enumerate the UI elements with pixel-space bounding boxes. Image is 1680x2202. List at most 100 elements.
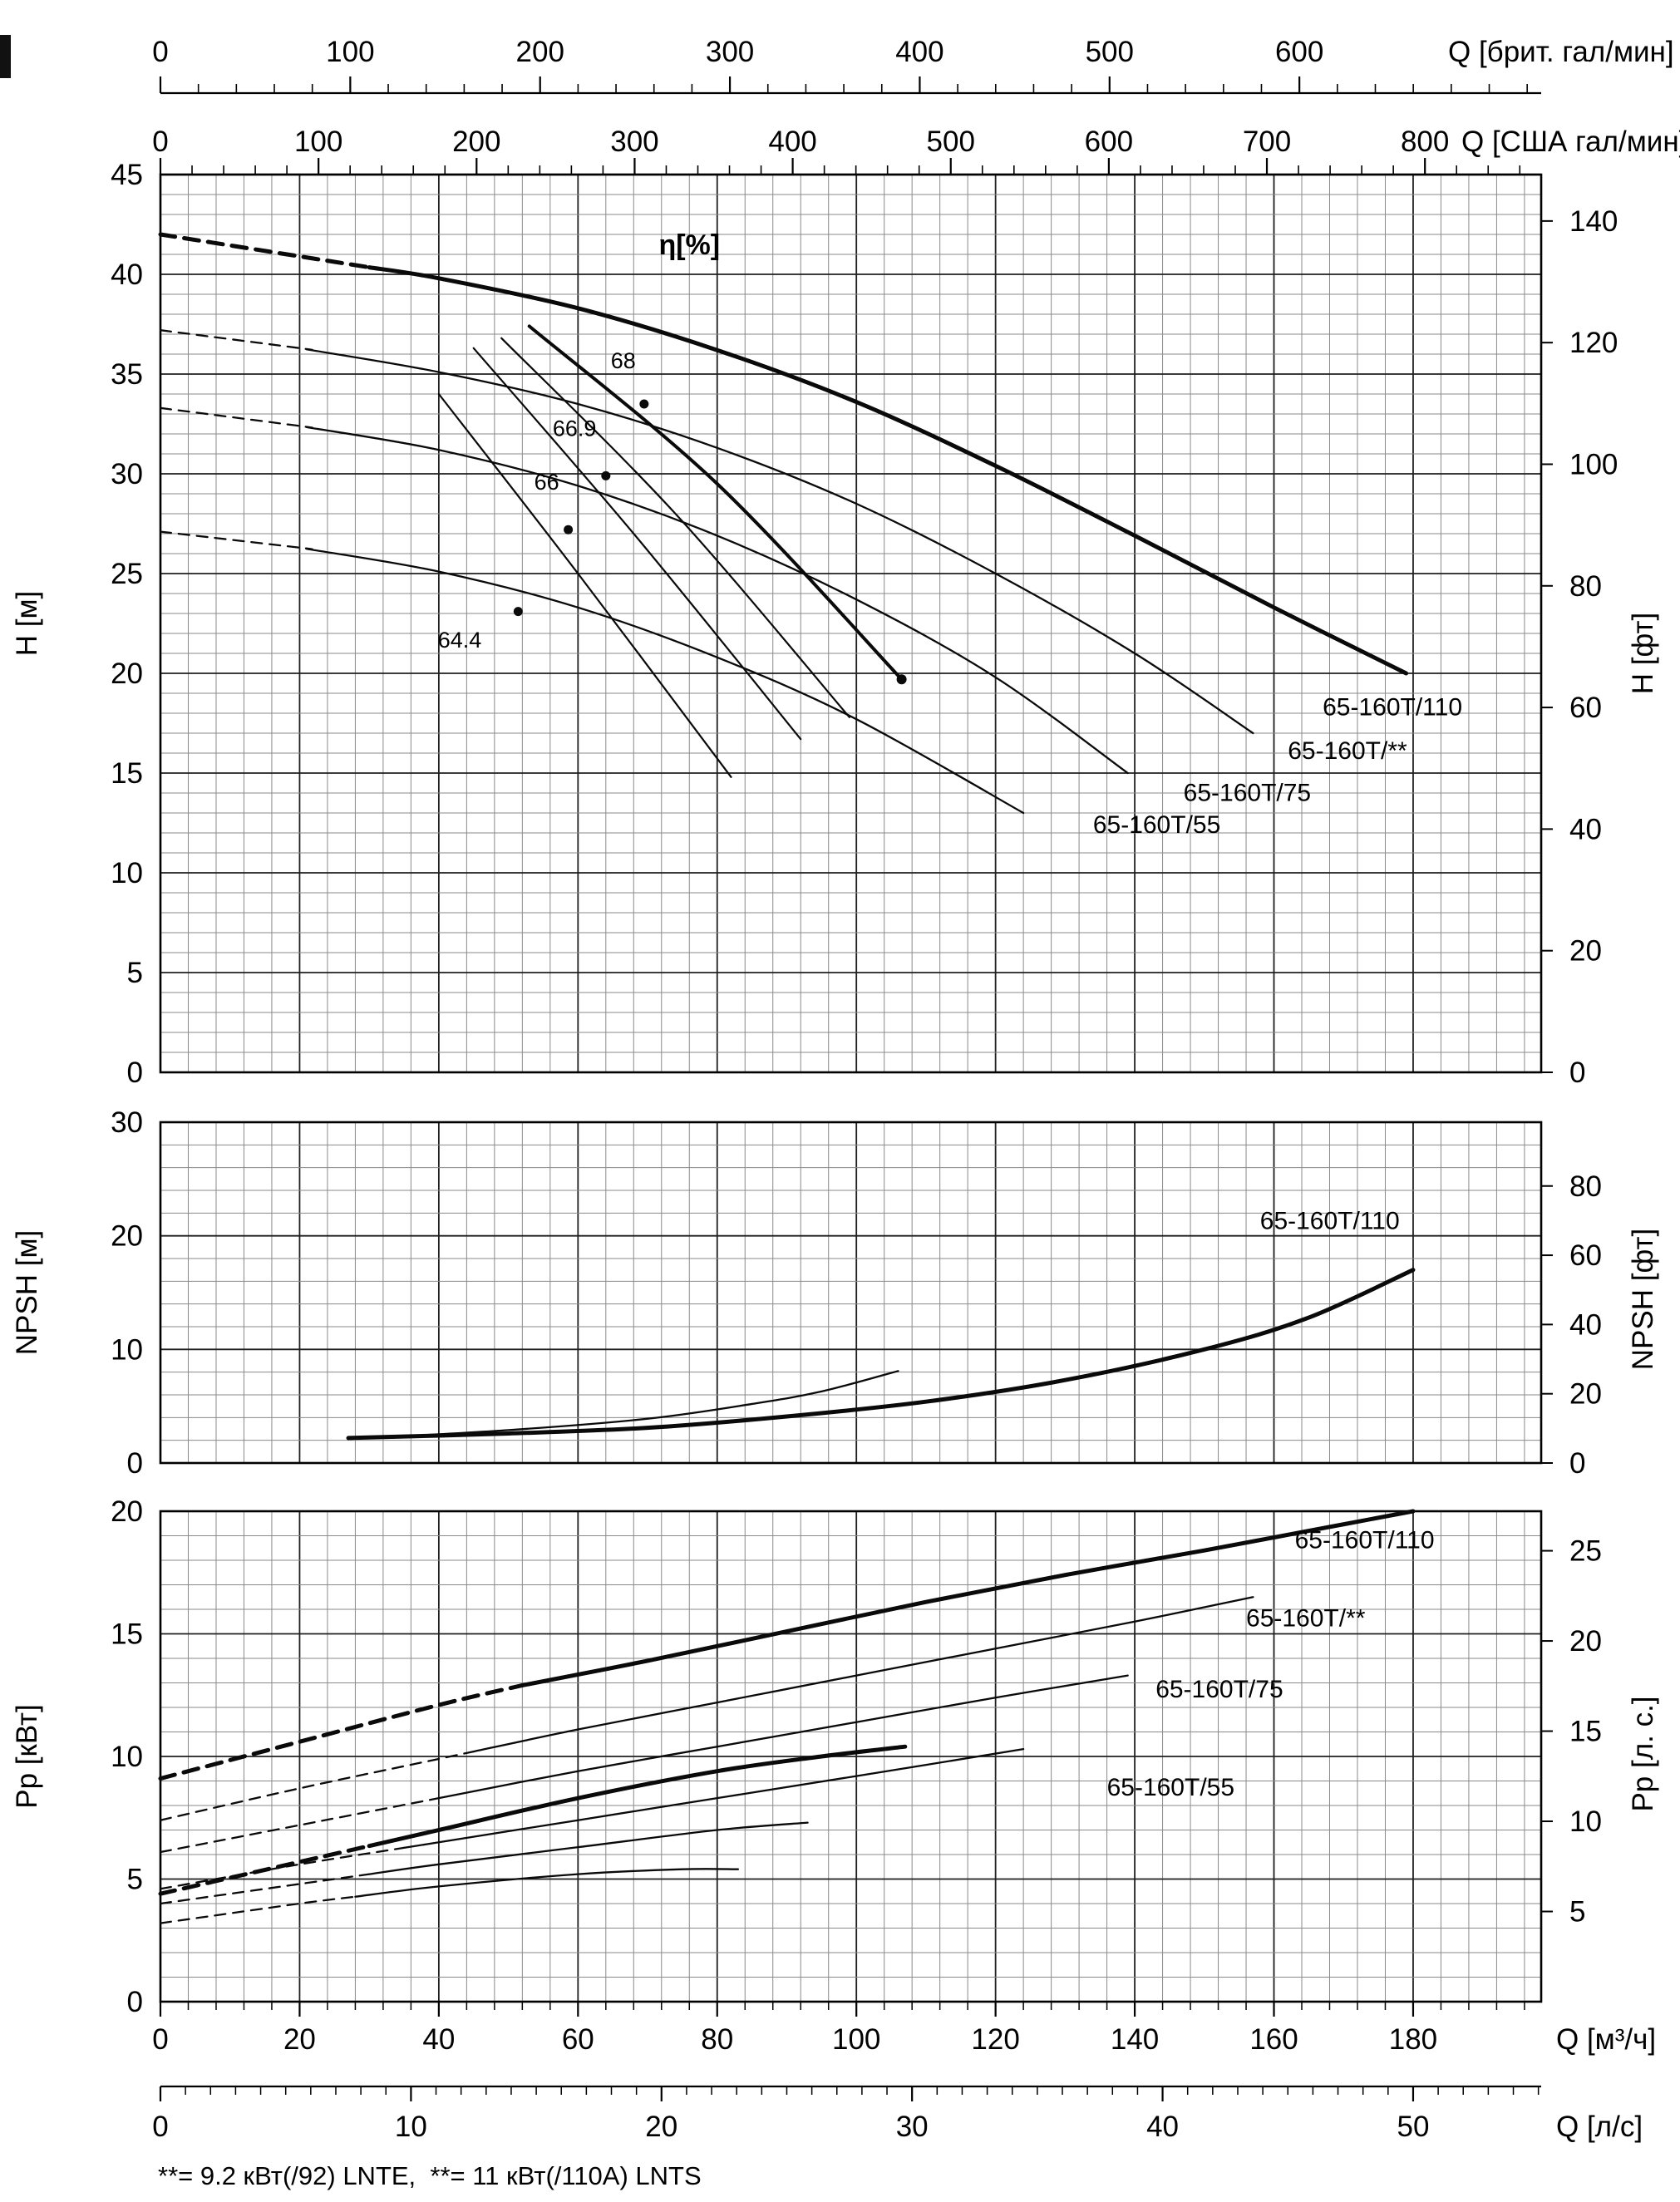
right-axis-tick-label: 25 [1569, 1535, 1602, 1568]
efficiency-value-label: 68 [611, 348, 636, 373]
efficiency-point-dot [601, 470, 611, 480]
curve-variant-c [354, 1868, 740, 1898]
right-axis-tick-label: 20 [1569, 935, 1602, 968]
ls-tick-label: 30 [896, 2111, 929, 2143]
ls-axis-title: Q [л/с] [1556, 2111, 1643, 2143]
m3h-axis-title: Q [м³/ч] [1556, 2023, 1656, 2056]
right-axis-tick-label: 15 [1569, 1716, 1602, 1748]
imp-gpm-tick-label: 400 [895, 36, 943, 68]
m3h-tick-label: 20 [283, 2023, 316, 2056]
m3h-tick-label: 100 [832, 2023, 880, 2056]
efficiency-axis-title: η[%] [658, 229, 720, 261]
m3h-tick-label: 80 [701, 2023, 733, 2056]
right-axis-tick-label: 60 [1569, 1239, 1602, 1272]
right-axis-tick-label: 10 [1569, 1805, 1602, 1838]
y-axis-tick-label: 5 [127, 1864, 143, 1896]
curve-65-160T-110 [346, 1268, 1416, 1441]
us-gpm-tick-label: 300 [610, 126, 658, 158]
m3h-tick-label: 60 [562, 2023, 594, 2056]
curve-65-160T-75 [305, 426, 1129, 775]
right-axis-tick-label: 60 [1569, 692, 1602, 724]
right-axis-tick-label: 0 [1569, 1447, 1585, 1480]
ls-tick-label: 0 [152, 2111, 168, 2143]
chart-border [159, 1510, 1543, 2003]
curve-65-160T-55 [305, 548, 1025, 815]
curve-label: 65-160T/110 [1260, 1207, 1400, 1234]
y-axis-tick-label: 10 [111, 1333, 143, 1366]
y-axis-tick-label: 0 [127, 1986, 143, 2018]
efficiency-value-label: 66 [535, 470, 559, 495]
us-gpm-tick-label: 0 [152, 126, 168, 158]
right-axis-tick-label: 100 [1569, 448, 1618, 480]
efficiency-value-label: 66.9 [553, 416, 597, 441]
curve-65-160T-55 [402, 1748, 1025, 1850]
us-gpm-tick-label: 700 [1243, 126, 1291, 158]
iso-efficiency-line-1 [472, 347, 802, 741]
us-gpm-tick-label: 800 [1401, 126, 1449, 158]
curve-variant-a [367, 1744, 908, 1849]
m3h-tick-label: 40 [422, 2023, 455, 2056]
curve-65-160T- [472, 1596, 1254, 1753]
pp-kw-axis-title: Pp [кВт] [11, 1704, 43, 1809]
imp-gpm-tick-label: 300 [706, 36, 754, 68]
iso-efficiency-line-0 [437, 392, 732, 778]
right-axis-tick-label: 120 [1569, 327, 1618, 359]
right-axis-tick-label: 140 [1569, 205, 1618, 238]
y-axis-tick-label: 40 [111, 259, 143, 291]
efficiency-value-label: 64.4 [438, 628, 482, 653]
curve-second-variant [347, 1370, 899, 1441]
curve-65-160T-55-dashed [159, 530, 313, 550]
npsh-ft-axis-title: NPSH [фт] [1627, 1229, 1659, 1370]
h-ft-axis-title: H [фт] [1627, 613, 1659, 695]
h-m-axis-title: H [м] [11, 591, 43, 657]
us-gpm-tick-label: 600 [1085, 126, 1133, 158]
efficiency-point-dot [639, 399, 649, 409]
curve-65-160T-75 [437, 1674, 1129, 1800]
y-axis-tick-label: 45 [111, 159, 143, 191]
iso-line-end-dot [896, 674, 907, 685]
chart-border [159, 1121, 1543, 1465]
y-axis-tick-label: 15 [111, 1618, 143, 1651]
curve-variant-b [368, 1821, 809, 1875]
m3h-tick-label: 140 [1111, 2023, 1159, 2056]
npsh-m-axis-title: NPSH [м] [11, 1230, 43, 1355]
curve-65-160T- [305, 348, 1254, 735]
right-axis-tick-label: 0 [1569, 1057, 1585, 1089]
right-axis-tick-label: 20 [1569, 1625, 1602, 1658]
curve-label: 65-160T/55 [1107, 1774, 1234, 1801]
y-axis-tick-label: 5 [127, 957, 143, 989]
curve-65-160T-110-dashed [158, 232, 372, 270]
y-axis-tick-label: 30 [111, 458, 143, 490]
us-gpm-axis-title: Q [США гал/мин] [1461, 126, 1680, 158]
m3h-tick-label: 180 [1389, 2023, 1437, 2056]
curve-variant-c-dashed [159, 1895, 357, 1924]
curve-65-160T--dashed [159, 1750, 475, 1821]
curve-label: 65-160T/75 [1155, 1676, 1283, 1703]
curve-label: 65-160T/** [1246, 1605, 1366, 1633]
ls-tick-label: 50 [1397, 2111, 1429, 2143]
y-axis-tick-label: 30 [111, 1106, 143, 1139]
right-axis-tick-label: 5 [1569, 1896, 1585, 1929]
pp-hp-axis-title: Pp [л. с.] [1627, 1696, 1659, 1811]
us-gpm-tick-label: 500 [927, 126, 975, 158]
imp-gpm-tick-label: 500 [1086, 36, 1134, 68]
curve-65-160T-110 [367, 265, 1409, 676]
us-gpm-tick-label: 400 [768, 126, 816, 158]
imp-gpm-tick-label: 100 [326, 36, 374, 68]
curve-label: 65-160T/110 [1295, 1526, 1435, 1554]
right-axis-tick-label: 20 [1569, 1378, 1602, 1411]
curve-65-160T-110 [520, 1509, 1416, 1687]
right-axis-tick-label: 40 [1569, 813, 1602, 845]
right-axis-tick-label: 80 [1569, 570, 1602, 603]
m3h-tick-label: 0 [152, 2023, 168, 2056]
y-axis-tick-label: 35 [111, 358, 143, 391]
ls-tick-label: 20 [645, 2111, 677, 2143]
y-axis-tick-label: 10 [111, 857, 143, 889]
curve-label: 65-160T/110 [1323, 693, 1462, 721]
curve-65-160T-75-dashed [159, 406, 313, 429]
us-gpm-tick-label: 200 [452, 126, 500, 158]
scan-artifact [0, 35, 11, 78]
imp-gpm-axis-title: Q [брит. гал/мин] [1448, 36, 1674, 68]
ls-tick-label: 40 [1146, 2111, 1179, 2143]
